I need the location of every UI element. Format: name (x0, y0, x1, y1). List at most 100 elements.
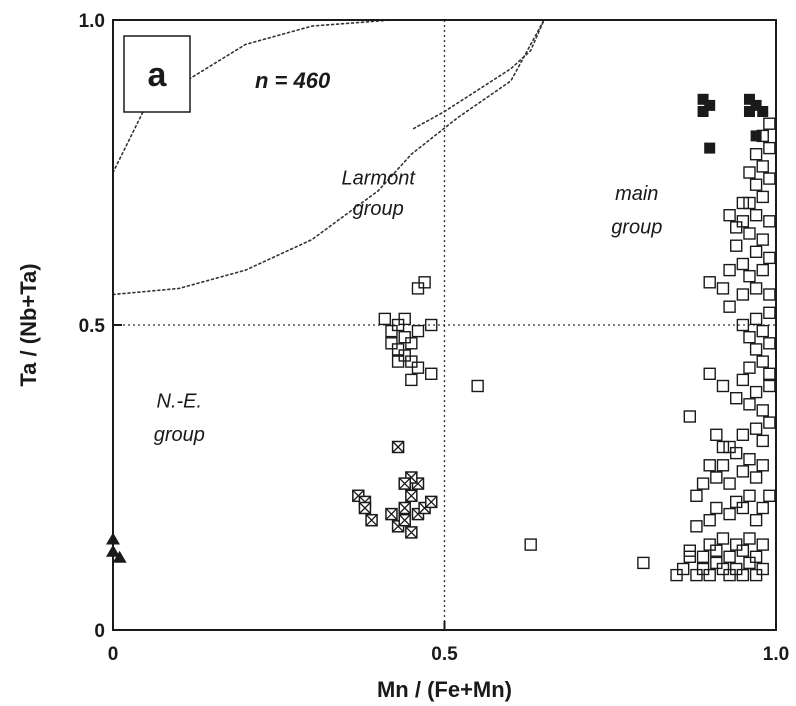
annotation-ne-group: group (154, 424, 205, 446)
panel-label-box (123, 35, 191, 113)
point-open-square (690, 489, 703, 502)
point-filled-square (704, 99, 716, 111)
point-open-square (743, 532, 756, 545)
point-open-square (723, 263, 736, 277)
point-cross-b (385, 508, 398, 521)
point-cross-b (398, 514, 411, 527)
point-open-square (676, 562, 690, 576)
point-open-square (418, 276, 431, 289)
point-open-square (736, 428, 750, 441)
point-open-square (756, 404, 769, 417)
point-open-square (524, 538, 537, 551)
point-open-square (710, 428, 723, 441)
point-crossed-square (391, 440, 405, 454)
point-open-square (690, 520, 703, 533)
point-open-square (716, 282, 730, 295)
point-open-square (696, 477, 710, 490)
point-open-square (730, 239, 743, 252)
point-crossed-square (405, 489, 418, 503)
point-open-square (743, 196, 756, 210)
point-open-square (736, 288, 750, 301)
point-cross-b (352, 489, 365, 502)
point-open-square (736, 373, 750, 387)
point-open-square (763, 251, 776, 265)
point-triangle (112, 550, 127, 563)
point-open-square (471, 379, 484, 393)
point-open-square (743, 361, 756, 374)
point-open-square (763, 337, 776, 350)
point-open-square (637, 556, 650, 570)
point-open-square (756, 501, 769, 515)
point-open-square (743, 227, 756, 240)
point-filled-square (750, 99, 762, 111)
point-cross-b (405, 489, 418, 502)
point-open-square (405, 373, 418, 387)
point-open-square (756, 538, 769, 551)
point-open-square (749, 514, 763, 527)
y-axis-title: Ta / (Nb+Ta) (16, 263, 41, 386)
point-open-square (749, 343, 763, 356)
point-open-square (398, 312, 411, 326)
point-open-square (736, 568, 750, 582)
point-open-square (696, 550, 710, 563)
point-open-square (756, 129, 769, 143)
point-open-square (736, 318, 750, 332)
point-cross-b (398, 477, 411, 490)
point-open-square (736, 465, 750, 478)
point-open-square (425, 318, 438, 332)
point-open-square (683, 410, 697, 423)
point-open-square (736, 196, 750, 210)
point-cross-b (392, 441, 405, 453)
point-open-square (763, 306, 776, 319)
point-filled-square (743, 93, 755, 105)
point-open-square (756, 562, 769, 576)
point-open-square (710, 471, 723, 484)
point-open-square (703, 367, 716, 380)
point-open-square (749, 471, 763, 484)
x-tick-label-2: 1.0 (763, 644, 789, 665)
annotation-main-group: group (611, 217, 662, 239)
point-triangle (106, 544, 120, 557)
point-filled-square (704, 142, 716, 154)
x-tick-label-0: 0 (108, 644, 119, 665)
point-open-square (730, 538, 743, 551)
point-cross-b (358, 502, 371, 514)
point-open-square (763, 215, 776, 228)
point-open-square (710, 501, 723, 515)
point-open-square (763, 141, 776, 155)
point-open-square (703, 514, 716, 527)
point-open-square (763, 379, 776, 393)
point-open-square (763, 117, 776, 130)
point-open-square (378, 312, 392, 326)
point-open-square (756, 233, 769, 246)
annotation-ne: N.-E. (157, 390, 203, 412)
point-crossed-square (358, 501, 372, 515)
point-filled-square (697, 93, 709, 105)
point-open-square (749, 312, 763, 326)
point-triangle (106, 532, 120, 545)
point-filled-square (697, 106, 709, 117)
point-open-square (730, 221, 743, 234)
y-tick-label-1: 0.5 (79, 316, 106, 337)
point-open-square (411, 324, 425, 338)
point-open-square (743, 453, 756, 466)
point-open-square (756, 355, 769, 368)
point-crossed-square (398, 477, 411, 490)
point-open-square (411, 361, 425, 374)
point-open-square (723, 440, 736, 454)
point-crossed-square (398, 501, 411, 515)
point-open-square (743, 398, 756, 411)
point-open-square (716, 440, 730, 454)
y-tick-label-2: 1.0 (79, 11, 105, 32)
point-open-square (703, 276, 716, 289)
point-open-square (723, 208, 736, 222)
point-filled-square (743, 106, 755, 117)
point-open-square (749, 208, 763, 222)
point-open-square (425, 367, 438, 380)
annotation-larmont-group: group (353, 198, 404, 220)
point-open-square (703, 538, 716, 551)
point-open-square (723, 477, 736, 490)
point-cross-b (405, 526, 418, 539)
point-open-square (730, 392, 743, 405)
point-cross-b (425, 495, 438, 508)
